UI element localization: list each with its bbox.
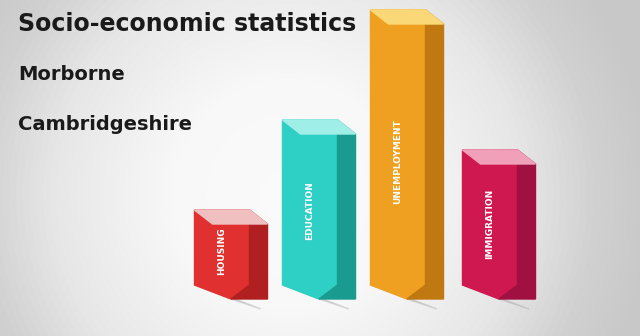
Circle shape xyxy=(17,0,559,336)
Polygon shape xyxy=(282,120,355,134)
Text: UNEMPLOYMENT: UNEMPLOYMENT xyxy=(394,119,403,204)
Circle shape xyxy=(275,181,301,208)
Circle shape xyxy=(193,100,383,290)
Polygon shape xyxy=(195,210,268,224)
Circle shape xyxy=(139,46,437,336)
Circle shape xyxy=(261,168,315,222)
Circle shape xyxy=(281,188,295,202)
Circle shape xyxy=(118,26,458,336)
Circle shape xyxy=(247,154,329,236)
Circle shape xyxy=(241,148,335,242)
Circle shape xyxy=(268,174,308,215)
Circle shape xyxy=(92,0,484,336)
Circle shape xyxy=(58,0,518,336)
Polygon shape xyxy=(463,285,529,309)
Circle shape xyxy=(234,141,342,249)
Polygon shape xyxy=(371,285,437,309)
Circle shape xyxy=(10,0,566,336)
Circle shape xyxy=(112,18,464,336)
Circle shape xyxy=(207,114,369,276)
Polygon shape xyxy=(195,285,261,309)
Circle shape xyxy=(24,0,552,336)
Circle shape xyxy=(125,32,451,336)
Circle shape xyxy=(180,86,396,303)
Circle shape xyxy=(64,0,512,336)
Polygon shape xyxy=(499,150,536,299)
Polygon shape xyxy=(407,10,444,299)
Circle shape xyxy=(254,161,322,229)
Circle shape xyxy=(173,80,403,310)
Circle shape xyxy=(3,0,573,336)
Polygon shape xyxy=(282,285,349,309)
Polygon shape xyxy=(463,150,518,299)
Circle shape xyxy=(227,134,349,256)
Polygon shape xyxy=(195,210,250,299)
Circle shape xyxy=(78,0,498,336)
Circle shape xyxy=(146,52,430,336)
Text: EDUCATION: EDUCATION xyxy=(305,181,314,240)
Text: Morborne: Morborne xyxy=(18,65,125,84)
Circle shape xyxy=(186,93,390,297)
Circle shape xyxy=(159,66,417,324)
Polygon shape xyxy=(319,120,355,299)
Circle shape xyxy=(84,0,492,336)
Circle shape xyxy=(166,73,410,317)
Circle shape xyxy=(220,127,356,263)
Circle shape xyxy=(30,0,546,336)
Circle shape xyxy=(105,12,471,336)
Text: Cambridgeshire: Cambridgeshire xyxy=(18,115,192,134)
Circle shape xyxy=(200,107,376,283)
Polygon shape xyxy=(463,150,536,164)
Circle shape xyxy=(71,0,505,336)
Circle shape xyxy=(152,59,424,331)
Circle shape xyxy=(132,39,444,336)
Circle shape xyxy=(213,120,363,269)
Text: IMMIGRATION: IMMIGRATION xyxy=(486,189,495,259)
Circle shape xyxy=(98,5,478,336)
Circle shape xyxy=(51,0,525,336)
Text: HOUSING: HOUSING xyxy=(218,227,227,275)
Circle shape xyxy=(37,0,539,336)
Polygon shape xyxy=(282,120,337,299)
Polygon shape xyxy=(371,10,426,299)
Polygon shape xyxy=(231,210,268,299)
Circle shape xyxy=(44,0,532,336)
Polygon shape xyxy=(371,10,444,24)
Text: Socio-economic statistics: Socio-economic statistics xyxy=(18,12,356,36)
